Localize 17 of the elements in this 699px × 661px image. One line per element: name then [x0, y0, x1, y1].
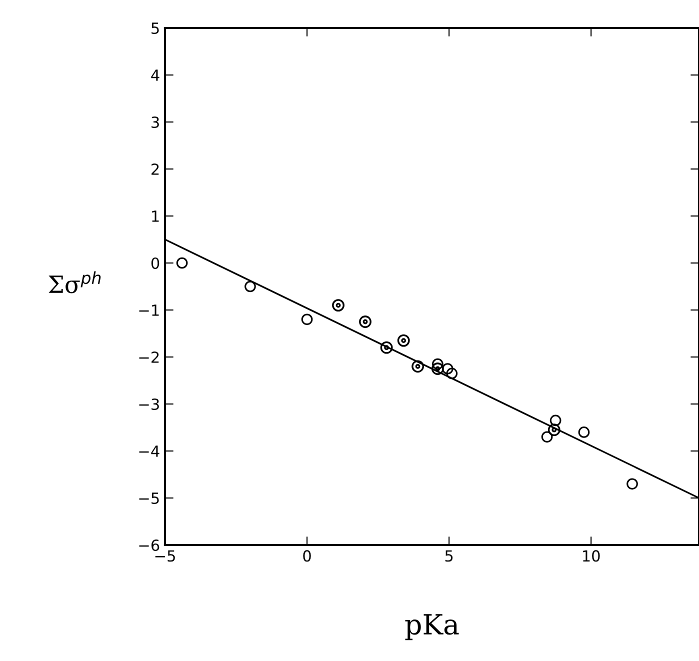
y-tick-label: −6	[139, 539, 160, 552]
y-tick-label: 1	[152, 210, 159, 222]
y-tick-label: −5	[139, 492, 159, 504]
y-tick-label: −4	[139, 446, 160, 457]
y-tick-label: 3	[152, 116, 159, 128]
y-tick-label: −1	[139, 304, 159, 316]
y-tick-label: 5	[152, 22, 159, 34]
y-tick-label: 2	[152, 163, 159, 175]
y-tick-label: 4	[151, 70, 160, 81]
x-axis-title: pKa	[405, 614, 459, 640]
y-tick-label: 0	[151, 257, 160, 270]
y-tick-label: −3	[139, 398, 159, 410]
x-tick-label: 0	[303, 550, 311, 562]
x-tick-label: 10	[583, 550, 600, 562]
x-tick-label: 5	[445, 550, 453, 562]
y-tick-label: −2	[139, 351, 159, 363]
y-axis-title: Σσ$^{ph}$	[48, 271, 101, 294]
